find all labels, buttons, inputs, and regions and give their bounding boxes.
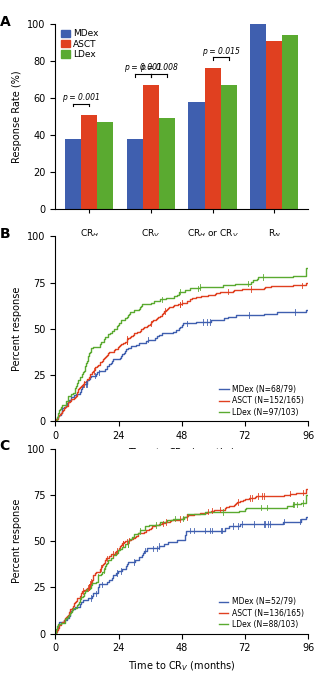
- Text: Treatment responses: Treatment responses: [131, 242, 233, 252]
- X-axis label: Time to CR$_V$ (months): Time to CR$_V$ (months): [128, 659, 235, 673]
- Bar: [266, 40, 282, 209]
- Bar: [65, 138, 81, 209]
- Bar: [97, 122, 113, 209]
- Text: p = 0.001: p = 0.001: [62, 93, 100, 102]
- Bar: [159, 119, 175, 209]
- Bar: [143, 85, 159, 209]
- Bar: [81, 114, 97, 209]
- Legend: MDex, ASCT, LDex: MDex, ASCT, LDex: [60, 29, 100, 60]
- Text: CR$_H$: CR$_H$: [80, 227, 99, 240]
- Text: p = 0.001: p = 0.001: [124, 64, 162, 73]
- Y-axis label: Response Rate (%): Response Rate (%): [12, 70, 22, 163]
- Text: CR$_V$: CR$_V$: [141, 227, 161, 240]
- Bar: [127, 138, 143, 209]
- Bar: [250, 24, 266, 209]
- Y-axis label: Percent response: Percent response: [12, 499, 22, 584]
- Legend: MDex (N=52/79), ASCT (N=136/165), LDex (N=88/103): MDex (N=52/79), ASCT (N=136/165), LDex (…: [219, 597, 304, 630]
- Bar: [282, 35, 298, 209]
- Bar: [221, 85, 237, 209]
- Legend: MDex (N=68/79), ASCT (N=152/165), LDex (N=97/103): MDex (N=68/79), ASCT (N=152/165), LDex (…: [219, 384, 304, 417]
- Text: p = 0.015: p = 0.015: [202, 47, 240, 55]
- Text: C: C: [0, 440, 10, 453]
- Bar: [204, 68, 221, 209]
- Text: R$_N$: R$_N$: [268, 227, 281, 240]
- X-axis label: Time to CR$_H$ (months): Time to CR$_H$ (months): [128, 447, 236, 460]
- Text: CR$_H$ or CR$_V$: CR$_H$ or CR$_V$: [186, 227, 239, 240]
- Text: A: A: [0, 14, 10, 29]
- Bar: [188, 101, 204, 209]
- Text: B: B: [0, 227, 10, 241]
- Text: p = 0.008: p = 0.008: [140, 64, 178, 73]
- Y-axis label: Percent response: Percent response: [12, 286, 22, 371]
